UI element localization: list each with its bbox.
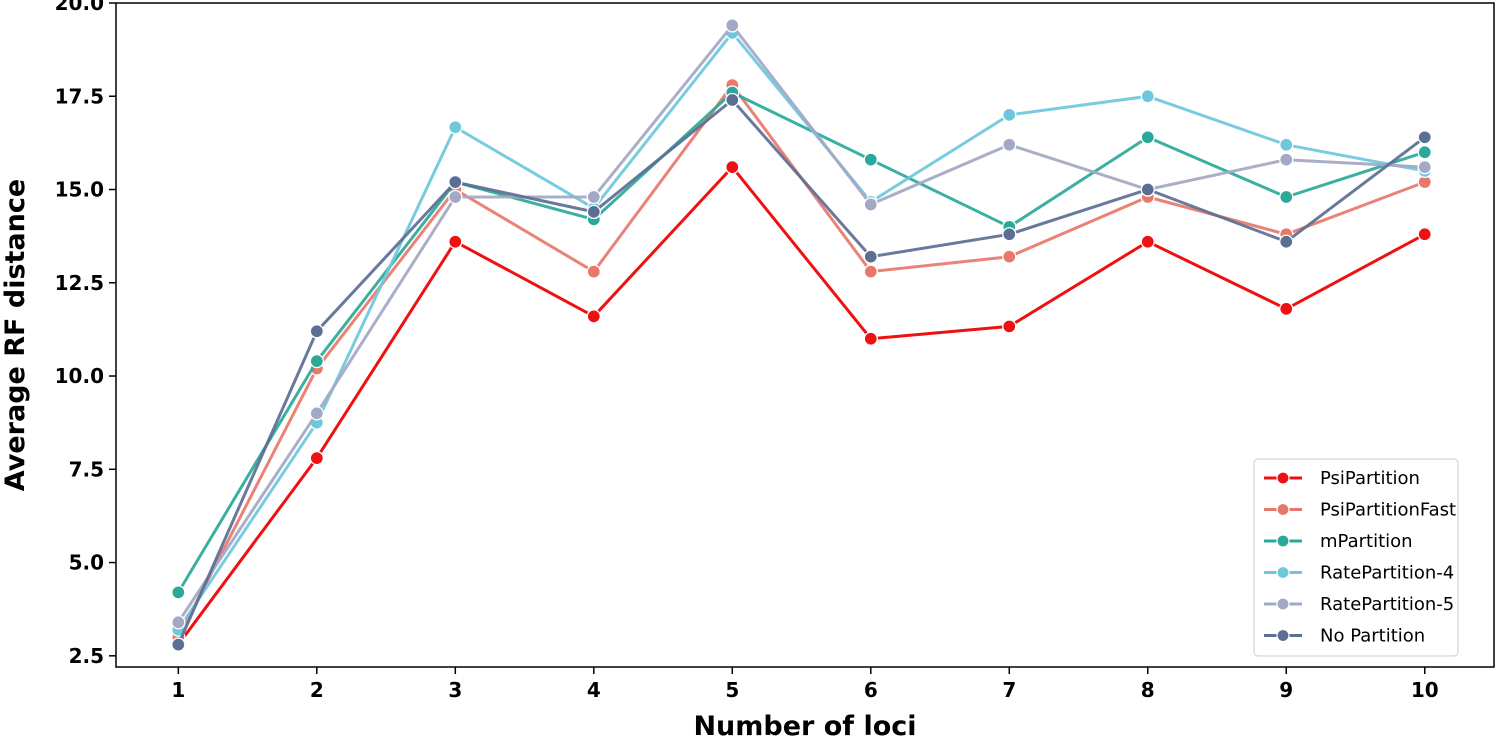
legend-label: PsiPartitionFast — [1320, 500, 1456, 521]
data-point-no-partition — [309, 324, 324, 339]
data-point-mpartition — [1417, 145, 1432, 160]
legend-swatch-marker — [1276, 628, 1290, 643]
legend-label: PsiPartition — [1320, 468, 1420, 489]
data-point-ratepartition-5 — [448, 189, 463, 205]
legend-label: No Partition — [1320, 626, 1425, 647]
data-point-ratepartition-4 — [448, 120, 463, 135]
series-ratepartition-4 — [171, 25, 1432, 637]
data-point-psipartitionfast — [586, 264, 601, 279]
x-tick-label: 6 — [864, 678, 878, 702]
x-axis-title: Number of loci — [693, 711, 916, 739]
series-line-mpartition — [177, 91, 1426, 594]
data-point-no-partition — [171, 637, 186, 652]
y-tick-label: 12.5 — [55, 271, 104, 295]
data-point-mpartition — [1140, 130, 1155, 145]
series-line-ratepartition-5 — [177, 23, 1425, 624]
data-point-no-partition — [1002, 227, 1017, 242]
x-tick-label: 7 — [1002, 678, 1016, 702]
data-point-psipartition — [586, 309, 601, 324]
data-point-psipartition — [309, 450, 324, 466]
legend-item-mpartition: mPartition — [1264, 531, 1413, 552]
x-tick-label: 5 — [725, 678, 739, 702]
x-tick-label: 1 — [171, 678, 185, 702]
data-point-psipartition — [725, 159, 740, 175]
series-line-psipartitionfast — [176, 83, 1426, 638]
data-point-ratepartition-4 — [1140, 89, 1155, 104]
data-point-psipartition — [1279, 301, 1294, 317]
data-point-no-partition — [863, 249, 878, 264]
legend-item-no-partition: No Partition — [1264, 626, 1425, 647]
x-tick-label: 3 — [448, 678, 462, 702]
series-psipartitionfast — [171, 77, 1432, 645]
data-point-ratepartition-5 — [1417, 159, 1432, 175]
y-tick-label: 5.0 — [69, 551, 104, 575]
data-point-ratepartition-5 — [725, 18, 740, 33]
y-tick-label: 7.5 — [69, 457, 104, 481]
legend-swatch-marker — [1276, 471, 1290, 485]
data-point-mpartition — [309, 353, 324, 369]
y-tick-label: 10.0 — [55, 364, 104, 388]
x-axis: 1 2 3 4 5 6 7 8 9 10 — [171, 667, 1439, 702]
data-point-no-partition — [725, 92, 740, 108]
x-tick-label: 10 — [1411, 678, 1439, 702]
data-point-ratepartition-5 — [171, 615, 186, 630]
data-point-psipartitionfast — [1002, 249, 1017, 264]
data-point-no-partition — [448, 174, 463, 190]
data-point-no-partition — [586, 204, 601, 220]
data-point-ratepartition-4 — [1002, 107, 1017, 123]
data-point-mpartition — [863, 152, 878, 167]
data-point-no-partition — [1417, 130, 1432, 145]
legend-swatch-marker — [1276, 534, 1290, 548]
legend-item-psipartition: PsiPartition — [1264, 468, 1420, 489]
legend-label: RatePartition-4 — [1320, 563, 1454, 584]
legend-label: mPartition — [1320, 531, 1413, 552]
data-point-no-partition — [1279, 234, 1294, 249]
y-tick-label: 2.5 — [69, 644, 104, 668]
data-point-ratepartition-5 — [1002, 137, 1017, 152]
series-psipartition — [171, 159, 1432, 652]
data-point-psipartition — [1002, 319, 1017, 334]
legend-box — [1253, 458, 1459, 657]
x-tick-label: 9 — [1279, 678, 1293, 702]
y-axis-title: Average RF distance — [0, 179, 31, 491]
legend: PsiPartition PsiPartitionFast mPartition Ra… — [1253, 458, 1459, 657]
legend-swatch-marker — [1276, 565, 1290, 580]
legend-item-ratepartition-4: RatePartition-4 — [1264, 563, 1454, 584]
legend-item-psipartitionfast: PsiPartitionFast — [1264, 500, 1456, 521]
data-point-psipartitionfast — [863, 264, 878, 279]
data-point-psipartition — [1140, 234, 1155, 249]
y-tick-label: 20.0 — [55, 0, 104, 15]
x-tick-label: 2 — [310, 678, 324, 702]
y-axis: 2.5 5.0 7.5 10.0 12.5 15.0 17.5 20.0 — [55, 0, 116, 668]
legend-swatch-marker — [1276, 597, 1290, 611]
data-point-ratepartition-5 — [309, 406, 324, 421]
legend-label: RatePartition-5 — [1320, 594, 1454, 615]
series-line-ratepartition-4 — [177, 31, 1426, 631]
series-no-partition — [171, 92, 1432, 652]
x-tick-label: 4 — [587, 678, 601, 702]
data-point-ratepartition-4 — [1279, 137, 1294, 152]
y-tick-label: 15.0 — [55, 178, 104, 202]
series-layer — [171, 18, 1432, 652]
data-point-psipartition — [1417, 227, 1432, 242]
legend-item-ratepartition-5: RatePartition-5 — [1264, 594, 1454, 615]
data-point-mpartition — [1279, 189, 1294, 205]
plot-area-frame — [115, 2, 1495, 668]
y-tick-label: 17.5 — [55, 84, 104, 108]
series-ratepartition-5 — [171, 18, 1432, 630]
x-tick-label: 8 — [1141, 678, 1155, 702]
series-line-no-partition — [176, 98, 1426, 646]
data-point-psipartition — [863, 331, 878, 346]
data-point-mpartition — [171, 585, 186, 600]
data-point-psipartition — [448, 234, 463, 249]
data-point-ratepartition-5 — [1279, 152, 1294, 167]
series-line-psipartition — [177, 165, 1426, 646]
data-point-no-partition — [1140, 182, 1155, 197]
data-point-ratepartition-5 — [586, 189, 601, 205]
data-point-ratepartition-5 — [863, 197, 878, 212]
legend-swatch-marker — [1276, 502, 1290, 517]
